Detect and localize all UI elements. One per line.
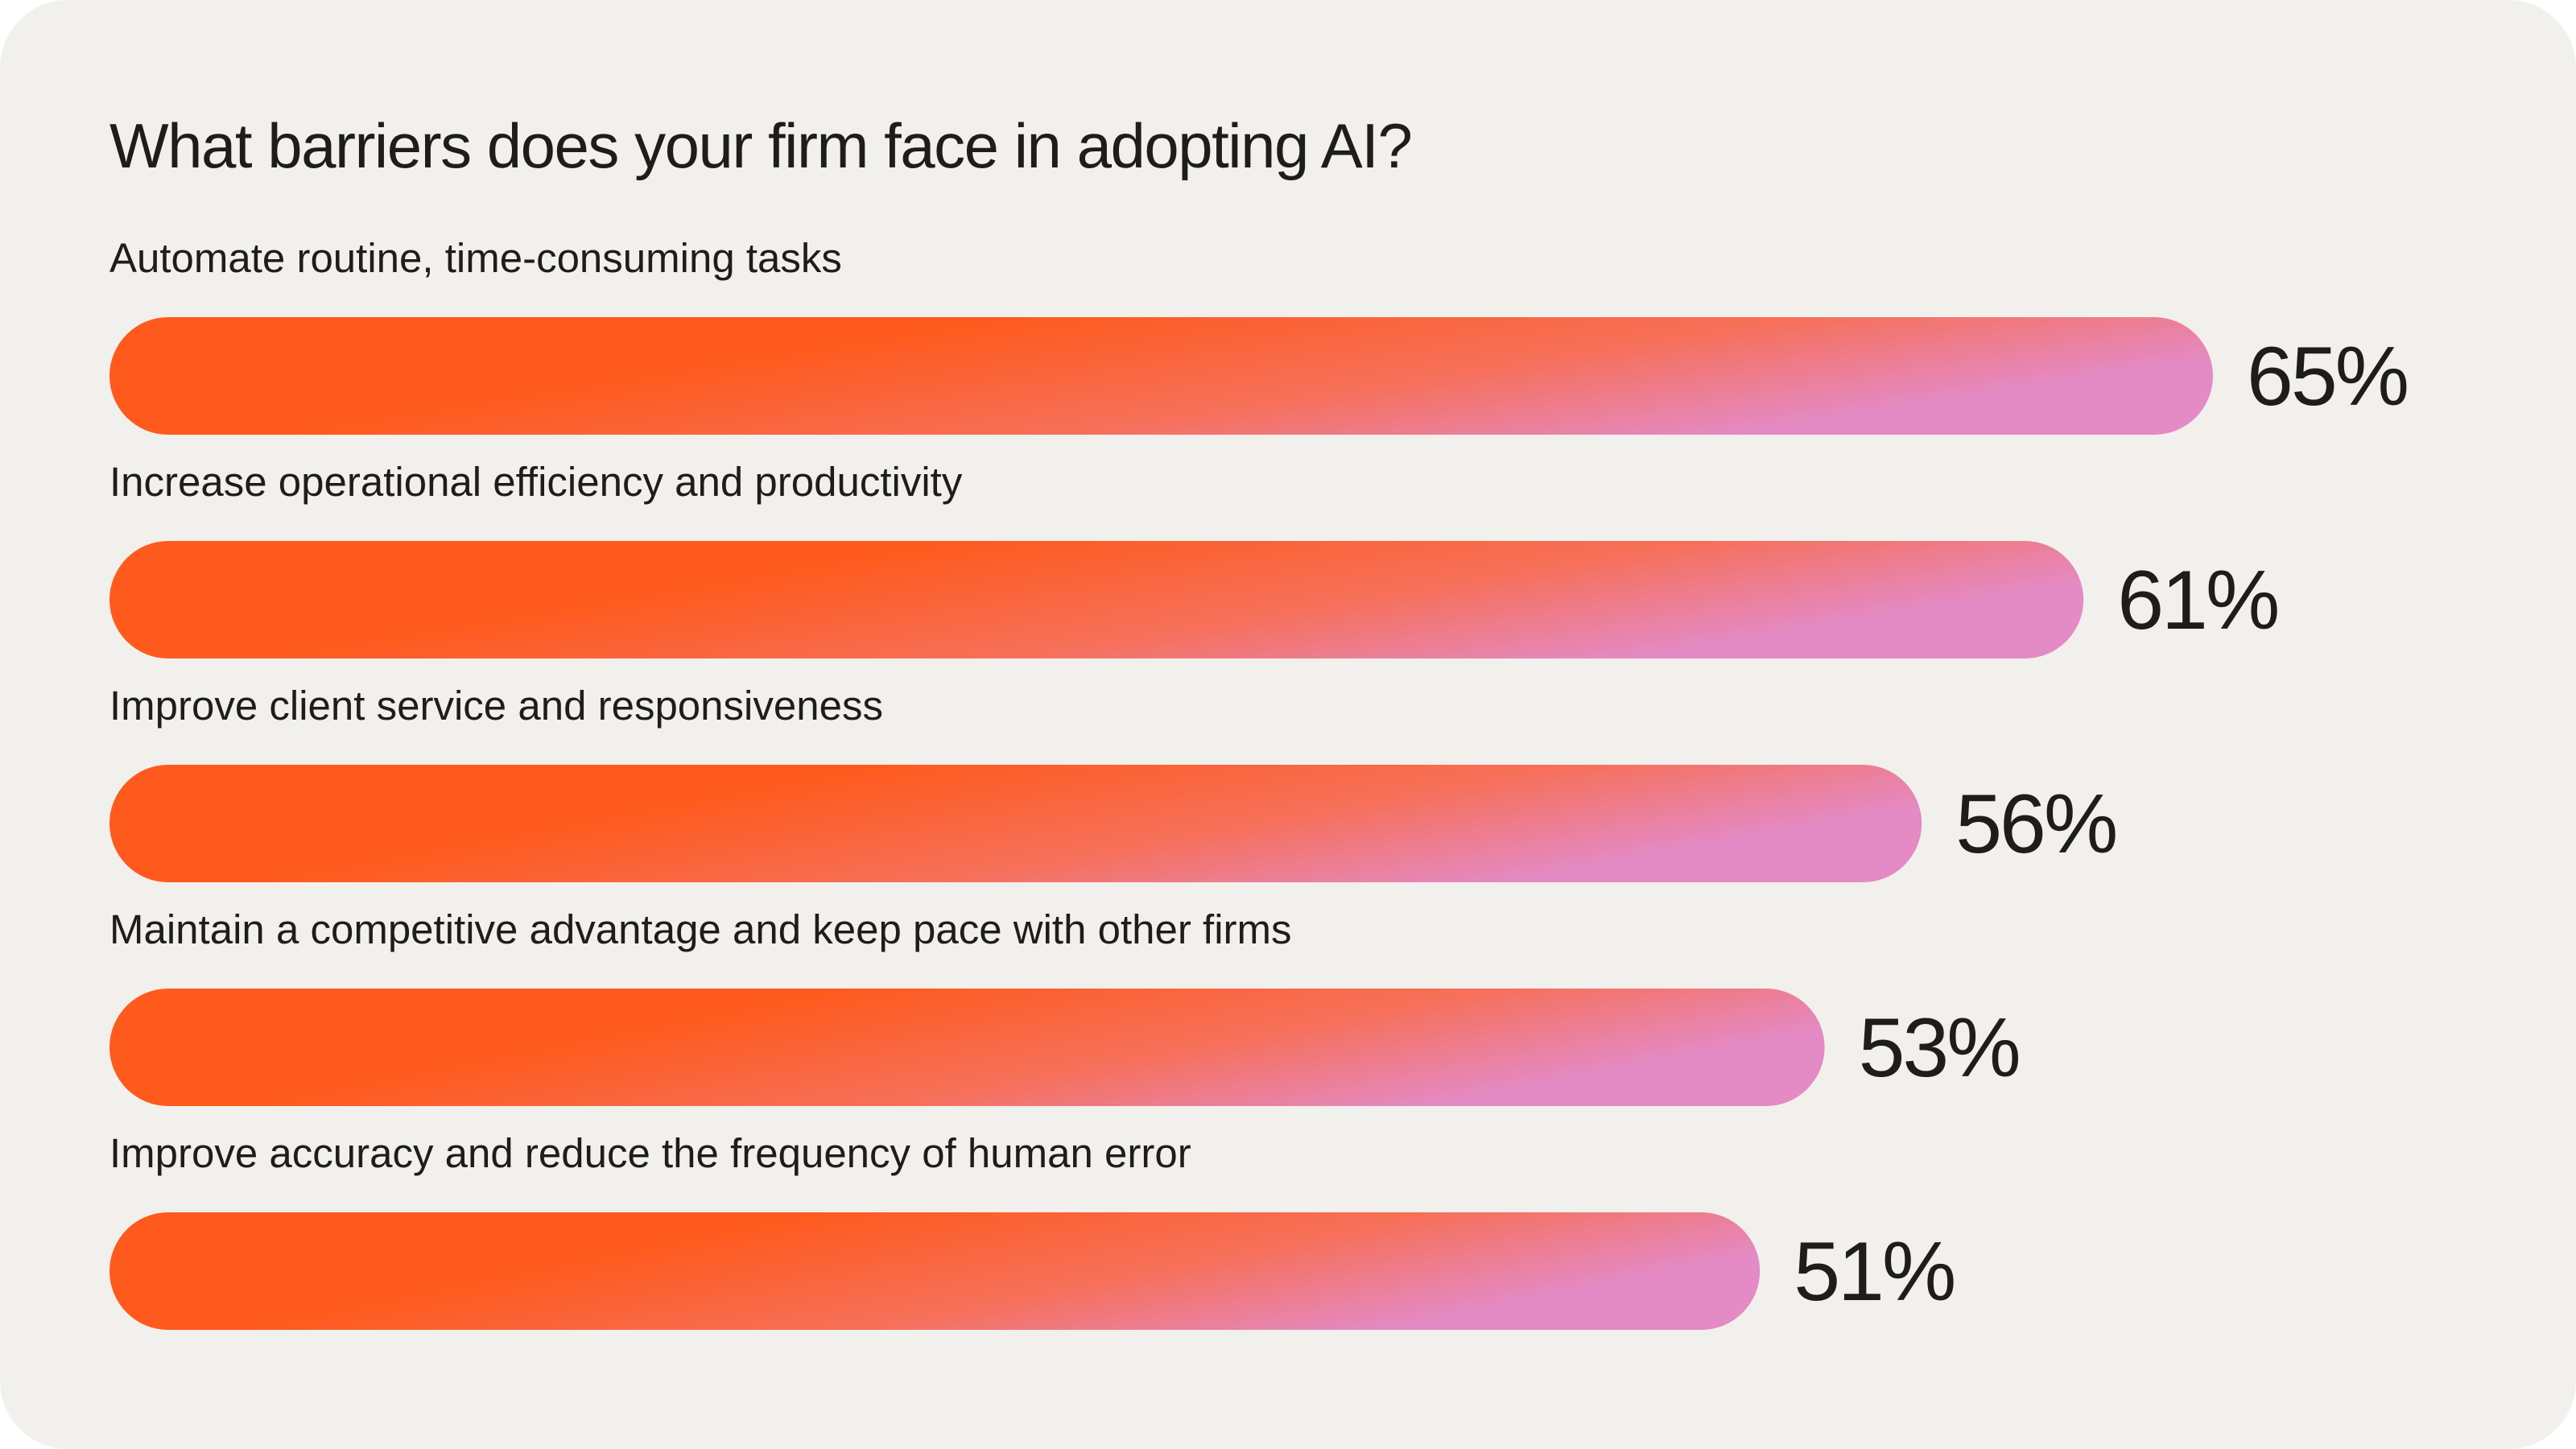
bar: [109, 765, 1922, 882]
bar-row: Improve client service and responsivenes…: [109, 683, 2118, 882]
bar: [109, 317, 2213, 435]
value-label: 53%: [1859, 1001, 2019, 1095]
category-label: Automate routine, time-consuming tasks: [109, 235, 842, 281]
bar: [109, 989, 1825, 1106]
category-label: Improve accuracy and reduce the frequenc…: [109, 1130, 1191, 1176]
category-label: Improve client service and responsivenes…: [109, 683, 883, 729]
chart-title: What barriers does your firm face in ado…: [109, 110, 1413, 181]
value-label: 61%: [2117, 554, 2277, 647]
bar: [109, 1212, 1761, 1330]
value-label: 51%: [1794, 1225, 1954, 1319]
value-label: 65%: [2247, 330, 2407, 423]
bar-row: Improve accuracy and reduce the frequenc…: [109, 1130, 1956, 1330]
category-label: Maintain a competitive advantage and kee…: [109, 906, 1292, 952]
bar-row: Automate routine, time-consuming tasks 65…: [109, 235, 2409, 435]
value-label: 56%: [1955, 778, 2116, 871]
category-label: Increase operational efficiency and prod…: [109, 459, 963, 505]
bar-row: Maintain a competitive advantage and kee…: [109, 906, 2021, 1106]
bar: [109, 541, 2084, 658]
bar-row: Increase operational efficiency and prod…: [109, 459, 2280, 658]
